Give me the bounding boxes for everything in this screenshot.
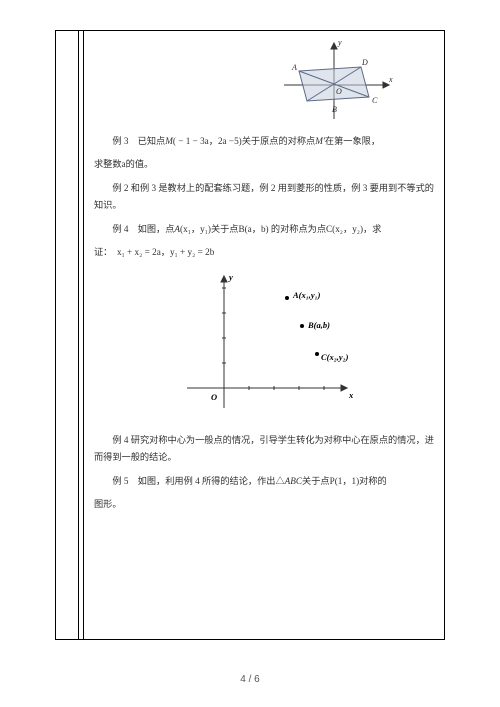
figure-points: O x y A(x₁,y₁) B(a,b) C(x₂,y₂)	[169, 268, 359, 418]
ex3-lead: 例 3 已知点	[112, 136, 165, 146]
figure-rhombus: x y A D C B O	[264, 37, 404, 127]
rhombus	[299, 67, 369, 101]
ex3-paren: ( − 1 − 3a，2a −5)	[173, 136, 242, 146]
label2-O: O	[211, 392, 217, 402]
ex3-M: M	[165, 136, 173, 146]
ex4-lead: 例 4 如图，点	[112, 224, 174, 234]
paragraph-ex5: 例 5 如图，利用例 4 所得的结论，作出△ABC关于点P(1，1)对称的	[94, 473, 434, 490]
label-C: C	[372, 96, 378, 105]
paragraph-ex4-line2: 证： x₁ + x₂ = 2a，y₁ + y₂ = 2b	[94, 244, 434, 261]
ex4-mid: 关于点B(a，b) 的对称点为点C(x₂，y₂)，求	[211, 224, 382, 234]
label-A: A	[291, 63, 297, 72]
paragraph-ex5-line2: 图形。	[94, 496, 434, 513]
paragraph-note1: 例 2 和例 3 是教材上的配套练习题，例 2 用到菱形的性质，例 3 要用到不…	[94, 180, 434, 215]
label2-C: C(x₂,y₂)	[321, 352, 349, 362]
axis-x-label: x	[388, 75, 393, 84]
page-number: 4 / 6	[0, 674, 500, 685]
gutter-rule-2	[83, 31, 84, 639]
ex5-rest: 关于点P(1，1)对称的	[302, 476, 387, 486]
ex4-Acoord: (x₁，y₁)	[180, 224, 211, 234]
gutter-rule-1	[78, 31, 79, 639]
ex3-Mp: M′	[315, 136, 325, 146]
ex5-ABC: ABC	[285, 476, 302, 486]
label-B: B	[332, 105, 337, 114]
paragraph-ex3-line2: 求整数a的值。	[94, 156, 434, 173]
ex3-tail: 在第一象限，	[325, 136, 380, 146]
label2-y: y	[228, 272, 233, 282]
ex3-rest: 关于原点的对称点	[242, 136, 316, 146]
ex5-lead: 例 5 如图，利用例 4 所得的结论，作出△	[112, 476, 284, 486]
axis-y-label: y	[337, 38, 342, 47]
label-O: O	[336, 87, 342, 96]
label2-B: B(a,b)	[307, 320, 330, 330]
label2-x: x	[348, 390, 354, 400]
figure2-labels: O x y A(x₁,y₁) B(a,b) C(x₂,y₂)	[211, 272, 354, 402]
label-D: D	[361, 58, 368, 67]
page-frame: x y A D C B O 例 3 已知点M( − 1 − 3a，2a −5)关…	[55, 30, 445, 640]
paragraph-ex4: 例 4 如图，点A(x₁，y₁)关于点B(a，b) 的对称点为点C(x₂，y₂)…	[94, 221, 434, 238]
axes2	[187, 276, 347, 408]
paragraph-ex3: 例 3 已知点M( − 1 − 3a，2a −5)关于原点的对称点M′在第一象限…	[94, 133, 434, 150]
paragraph-note2: 例 4 研究对称中心为一般点的情况，引导学生转化为对称中心在原点的情况，进而得到…	[94, 432, 434, 467]
content-area: x y A D C B O 例 3 已知点M( − 1 − 3a，2a −5)关…	[94, 37, 434, 633]
label2-A: A(x₁,y₁)	[292, 290, 321, 300]
